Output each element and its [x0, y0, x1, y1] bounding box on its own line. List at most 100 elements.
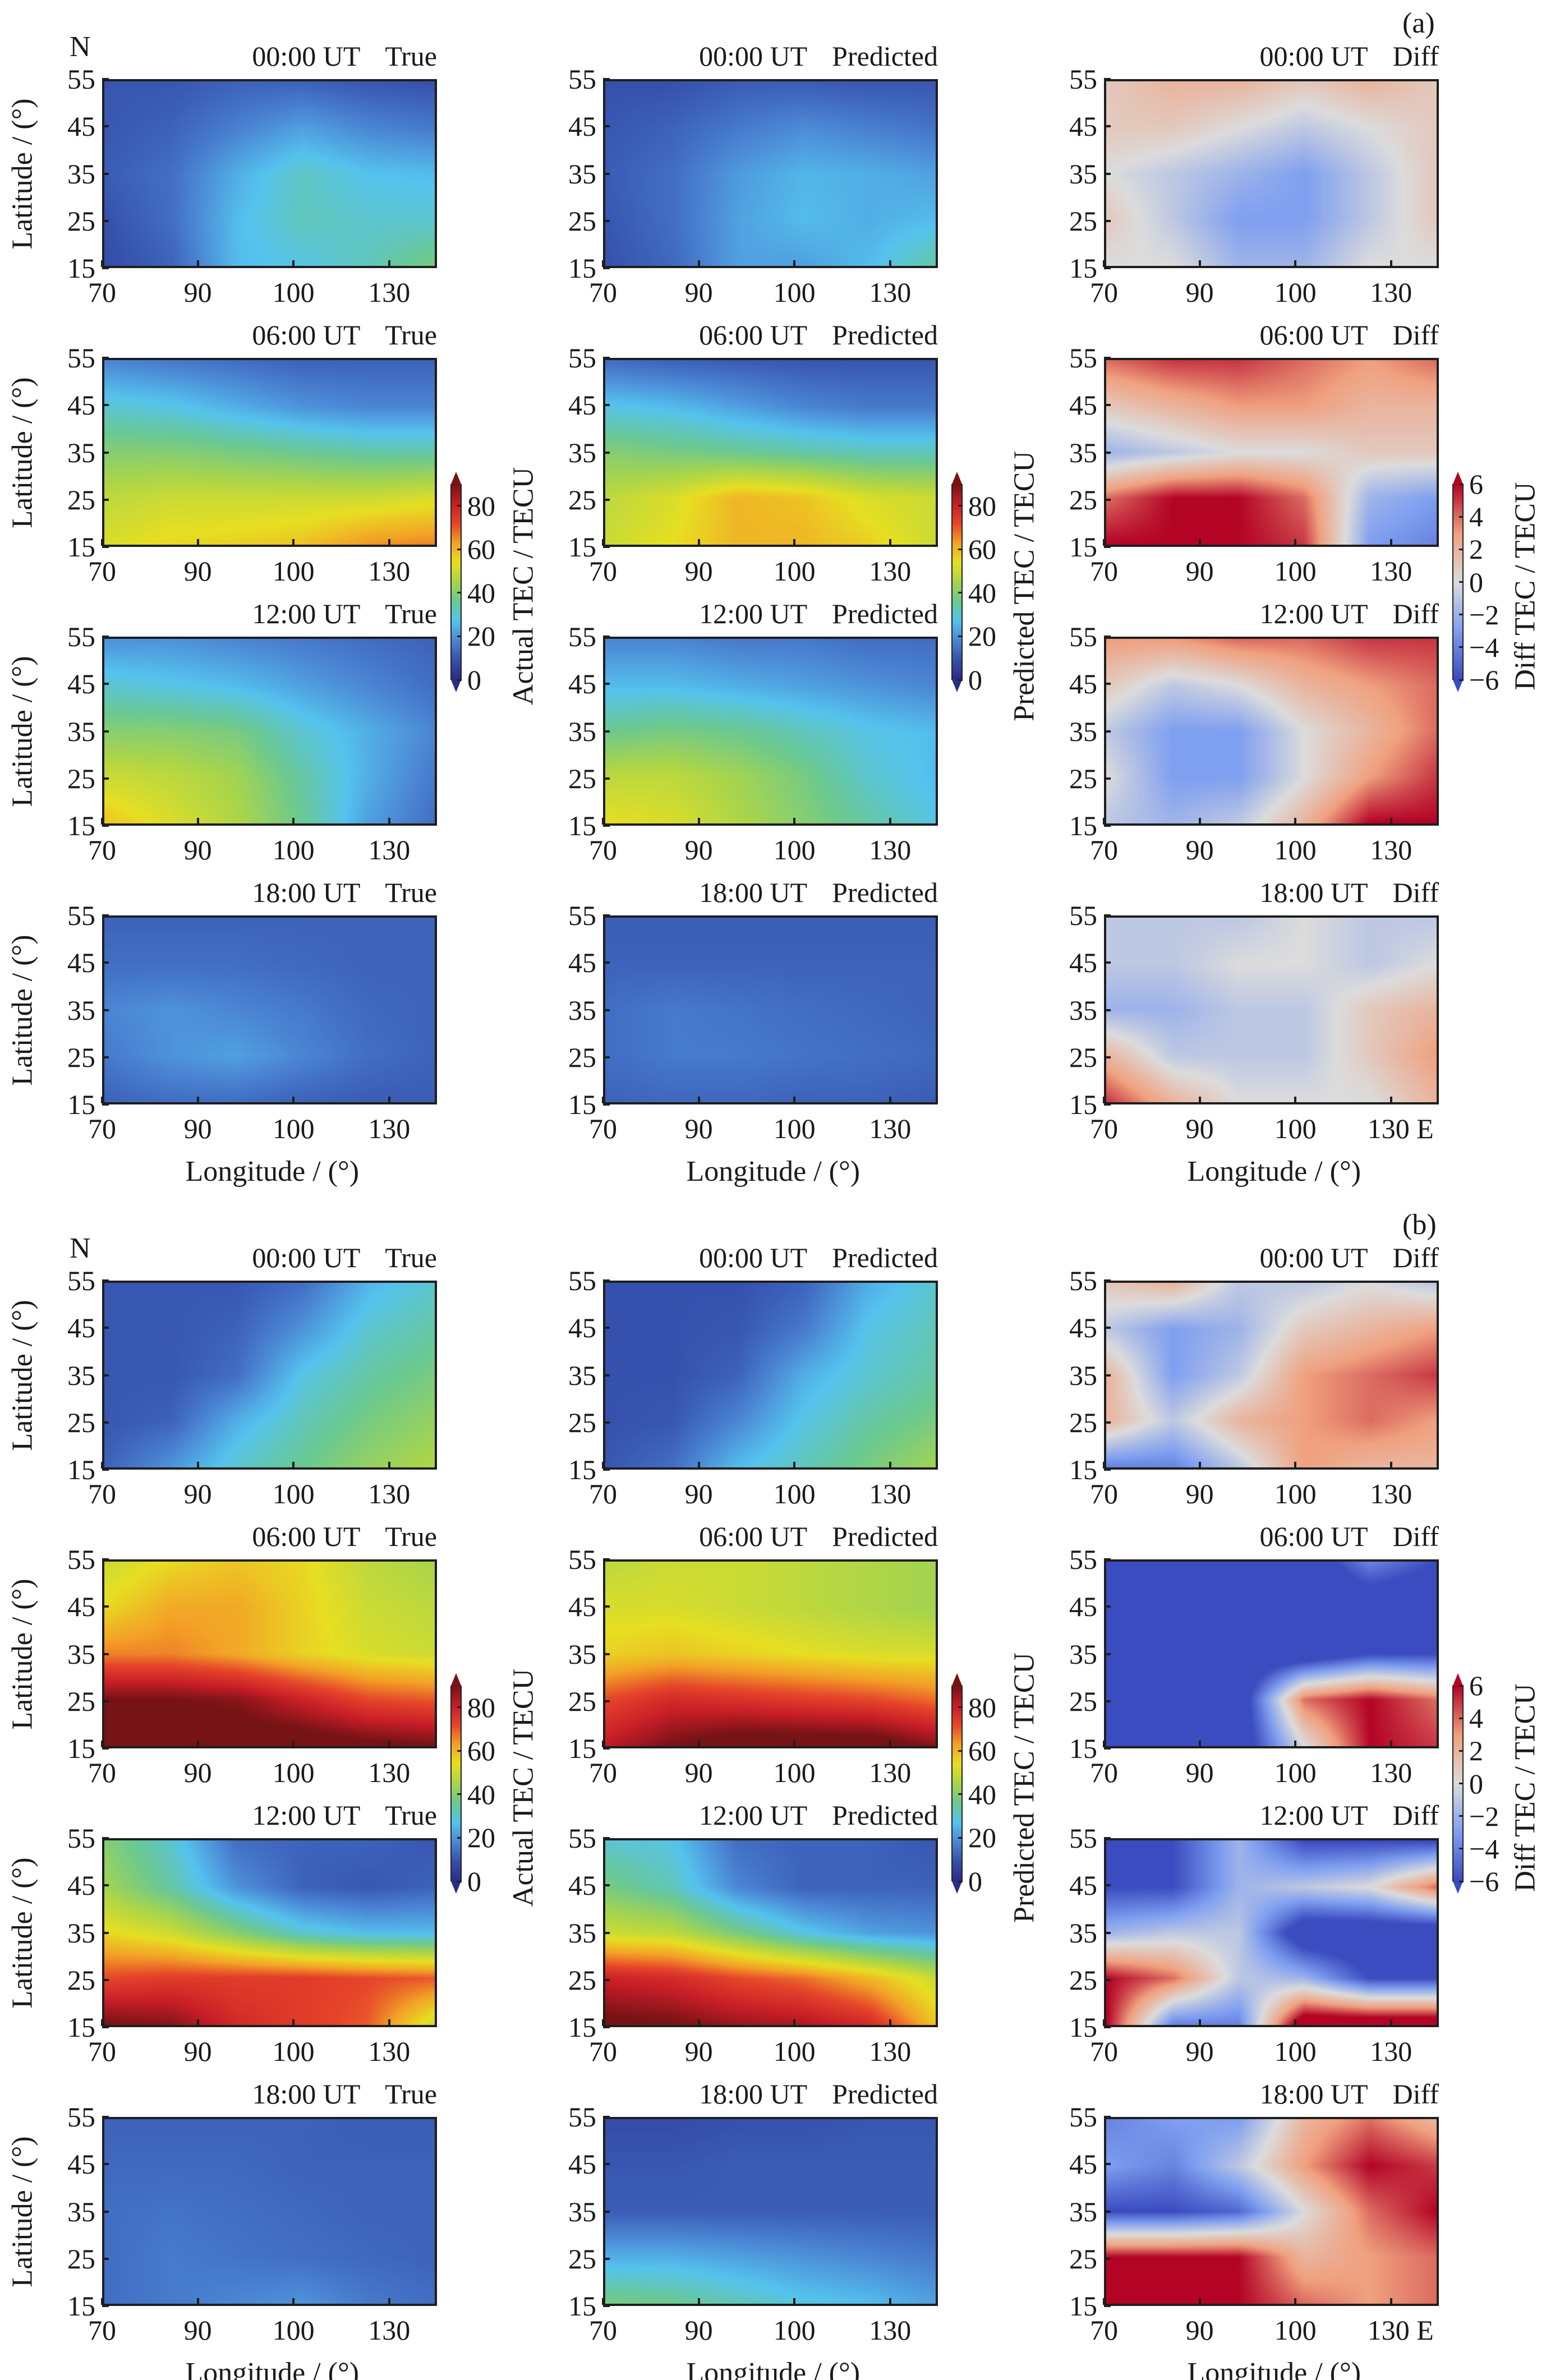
y-tick-label: 15	[568, 1089, 596, 1120]
y-tick-label: 55	[1069, 1822, 1097, 1854]
y-tick-mark	[603, 2210, 610, 2213]
y-tick-mark	[1104, 1931, 1111, 1934]
x-tick-mark	[101, 1462, 103, 1468]
panel-title: 06:00 UT Diff	[992, 321, 1439, 349]
colorbar-max-arrow	[451, 472, 461, 484]
panel-time: 18:00 UT	[1259, 2078, 1368, 2110]
y-tick-label: 25	[1069, 205, 1097, 237]
x-tick-mark	[697, 2298, 700, 2305]
y-tick-mark	[603, 2026, 610, 2028]
panel-time: 12:00 UT	[252, 1799, 361, 1831]
panel-time: 00:00 UT	[252, 40, 361, 72]
heatmap-panel	[1104, 2117, 1439, 2306]
y-tick-mark	[102, 172, 109, 175]
colorbar-tick-label: 60	[467, 533, 495, 565]
x-axis-label: Longitude / (°)	[1187, 2357, 1361, 2380]
x-tick-label: 130	[869, 277, 912, 308]
panel-kind: Diff	[1392, 40, 1439, 72]
x-tick-label: 100	[773, 1478, 816, 1509]
y-tick-label: 35	[1069, 1917, 1097, 1949]
y-tick-mark	[102, 546, 109, 548]
x-tick-mark	[602, 260, 604, 267]
x-tick-mark	[388, 1741, 390, 1747]
y-tick-mark	[603, 1468, 610, 1471]
colorbar-tick-mark	[1459, 1750, 1464, 1752]
colorbar-tick-mark	[1459, 581, 1464, 583]
heatmap-panel	[603, 915, 938, 1104]
heatmap-field	[605, 1840, 936, 2025]
heatmap-field	[605, 1283, 936, 1467]
x-tick-label: 100	[773, 555, 816, 587]
x-tick-mark	[101, 1097, 103, 1103]
heatmap-panel	[603, 637, 938, 826]
colorbar-tick-mark	[1459, 548, 1464, 550]
heatmap-field	[104, 918, 435, 1102]
y-tick-label: 55	[568, 1265, 596, 1296]
y-tick-label: 25	[1069, 762, 1097, 794]
y-tick-label: 25	[67, 484, 95, 515]
y-tick-label: 55	[67, 1265, 95, 1296]
x-tick-label: 70	[589, 1478, 617, 1509]
x-tick-mark	[602, 2019, 604, 2026]
panel-title: 00:00 UT Predicted	[491, 1244, 938, 1272]
y-tick-label: 35	[568, 994, 596, 1026]
x-tick-mark	[1198, 1097, 1201, 1103]
x-tick-label: 130	[368, 834, 411, 866]
x-tick-label: 70	[589, 277, 617, 308]
x-tick-label: 70	[589, 555, 617, 587]
y-tick-mark	[1104, 1605, 1111, 1608]
y-tick-mark	[603, 730, 610, 733]
y-tick-label: 35	[1069, 1638, 1097, 1670]
heatmap-field	[605, 918, 936, 1102]
colorbar-label: Actual TEC / TECU	[507, 1668, 540, 1907]
panel-title: 12:00 UT Predicted	[491, 1801, 938, 1829]
panel-kind: Predicted	[832, 40, 938, 72]
panel-title: 00:00 UT Diff	[992, 1244, 1439, 1272]
x-tick-label: 90	[684, 2036, 713, 2067]
x-tick-label: 130	[368, 555, 411, 587]
x-tick-label: 70	[88, 555, 116, 587]
y-tick-mark	[603, 498, 610, 501]
x-tick-mark	[388, 1097, 390, 1103]
x-tick-mark	[388, 1462, 390, 1468]
colorbar-min-arrow	[1453, 1881, 1463, 1894]
y-tick-mark	[603, 219, 610, 222]
colorbar-min-arrow	[952, 680, 962, 692]
y-tick-mark	[102, 357, 109, 359]
y-tick-mark	[102, 2116, 109, 2118]
y-tick-mark	[603, 1931, 610, 1934]
panel-kind: True	[385, 1242, 437, 1273]
y-tick-mark	[1104, 1279, 1111, 1282]
x-tick-mark	[1294, 260, 1297, 267]
panel-kind: Predicted	[832, 1799, 938, 1831]
x-tick-mark	[889, 2298, 891, 2305]
colorbar-tick-mark	[457, 679, 462, 681]
y-tick-mark	[1104, 267, 1111, 269]
x-tick-label: 130	[1370, 2036, 1412, 2067]
x-tick-label: 90	[1185, 555, 1214, 587]
colorbar-tick-mark	[457, 1706, 462, 1709]
y-tick-mark	[603, 1747, 610, 1750]
y-tick-label: 25	[1069, 1685, 1097, 1717]
heatmap-field	[104, 639, 435, 823]
colorbar-tick-label: 6	[1469, 468, 1483, 500]
x-tick-mark	[697, 1097, 700, 1103]
y-tick-mark	[603, 636, 610, 638]
y-tick-mark	[603, 1327, 610, 1329]
panel-time: 12:00 UT	[1259, 1799, 1368, 1831]
y-tick-label: 15	[1069, 810, 1097, 841]
y-tick-mark	[1104, 1327, 1111, 1329]
y-tick-label: 15	[67, 1733, 95, 1764]
heatmap-field	[1106, 639, 1437, 823]
y-tick-label: 15	[1069, 531, 1097, 563]
y-tick-mark	[1104, 2210, 1111, 2213]
colorbar-gradient	[450, 1686, 462, 1881]
colorbar-label: Predicted TEC / TECU	[1008, 1652, 1041, 1923]
y-tick-mark	[1104, 498, 1111, 501]
panel-title: 06:00 UT True	[0, 1522, 437, 1550]
heatmap-panel	[1104, 79, 1439, 268]
y-tick-label: 15	[568, 2011, 596, 2043]
x-tick-mark	[1103, 1741, 1105, 1747]
panel-title: 12:00 UT Diff	[992, 1801, 1439, 1829]
